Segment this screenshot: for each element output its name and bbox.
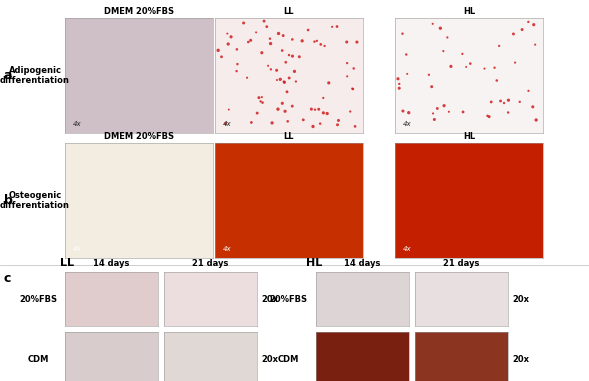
Text: 4x: 4x [223,246,231,252]
Text: DMEM 20%FBS: DMEM 20%FBS [104,7,174,16]
Text: 21 days: 21 days [193,259,229,268]
Text: 20x: 20x [512,295,529,304]
Text: 20%FBS: 20%FBS [19,295,57,304]
Text: 20x: 20x [512,354,529,363]
Text: HL: HL [463,132,475,141]
Text: CDM: CDM [277,354,299,363]
Text: CDM: CDM [27,354,49,363]
Text: 20x: 20x [261,354,278,363]
Text: 4x: 4x [402,246,411,252]
Text: 20%FBS: 20%FBS [269,295,307,304]
Text: 4x: 4x [402,121,411,127]
Text: HL: HL [306,258,322,268]
Text: HL: HL [463,7,475,16]
Text: 14 days: 14 days [93,259,130,268]
Text: DMEM 20%FBS: DMEM 20%FBS [104,132,174,141]
Text: LL: LL [284,7,294,16]
Text: 21 days: 21 days [444,259,479,268]
Text: 4x: 4x [72,246,81,252]
Text: 20x: 20x [261,295,278,304]
Text: LL: LL [284,132,294,141]
Text: 4x: 4x [223,121,231,127]
Text: Adipogenic
differentiation: Adipogenic differentiation [0,66,70,85]
Text: b: b [4,194,13,207]
Text: Osteogenic
differentiation: Osteogenic differentiation [0,191,70,210]
Text: 14 days: 14 days [345,259,380,268]
Text: LL: LL [60,258,74,268]
Text: c: c [4,272,11,285]
Text: 4x: 4x [72,121,81,127]
Text: a: a [4,69,12,82]
